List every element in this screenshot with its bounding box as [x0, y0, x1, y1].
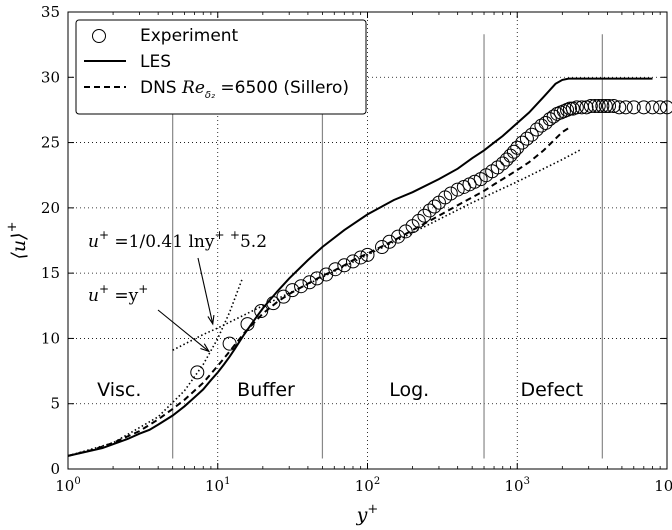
experiment-point [602, 99, 617, 114]
experiment-point [645, 100, 660, 115]
experiment-point [606, 99, 621, 114]
legend: Experiment LES DNS Reδ₂ =6500 (Sillero) [75, 19, 367, 115]
experiment-point [519, 131, 534, 146]
annotation-text: u+ =1/0.41 lny+ +5.2 [88, 228, 267, 252]
experiment-point [626, 100, 641, 115]
experiment-point [302, 275, 317, 290]
experiment-point [294, 279, 309, 294]
y-tick-label: 15 [41, 264, 60, 282]
axis-ticks: 100 101 102 103 104 0 5 10 15 20 25 30 35 [41, 3, 672, 495]
experiment-point [450, 182, 465, 197]
x-tick-label: 103 [505, 476, 530, 495]
annotation-arrow [197, 257, 214, 325]
experiment-point [422, 203, 437, 218]
legend-label: Experiment [140, 26, 239, 46]
annotations: u+ =1/0.41 lny+ +5.2 u+ =y+ [88, 228, 267, 353]
experiment-point [569, 100, 584, 115]
y-axis-label: ⟨u⟩+ [5, 222, 30, 260]
y-tick-label: 35 [41, 3, 60, 21]
experiment-point [417, 208, 432, 223]
experiment-point [560, 102, 575, 117]
y-tick-label: 10 [41, 329, 60, 347]
experiment-point [319, 267, 334, 282]
series-group [67, 77, 672, 457]
experiment-point [612, 100, 627, 115]
series-reference-line [67, 279, 243, 457]
experiment-point [254, 304, 269, 319]
legend-box [75, 19, 367, 115]
experiment-point [411, 213, 426, 228]
region-label: Defect [520, 379, 583, 401]
experiment-point [598, 99, 613, 114]
experiment-point [595, 99, 610, 114]
experiment-point [524, 127, 539, 142]
experiment-point [515, 135, 530, 150]
x-tick-label: 104 [654, 476, 672, 495]
region-label: Visc. [97, 379, 141, 401]
annotation-text: u+ =y+ [88, 282, 148, 306]
experiment-point [538, 115, 553, 130]
experiment-point [562, 101, 577, 116]
legend-marker-circle [92, 29, 106, 43]
annotation-arrow [157, 309, 210, 352]
region-label: Buffer [237, 379, 295, 401]
legend-label: DNS Reδ₂ =6500 (Sillero) [140, 78, 349, 101]
series-dns-line [67, 127, 570, 457]
experiment-point [546, 109, 561, 124]
experiment-point [375, 240, 390, 255]
region-label: Log. [389, 379, 429, 401]
experiment-point [222, 336, 237, 351]
experiment-point [353, 250, 368, 265]
y-tick-label: 5 [50, 395, 60, 413]
x-tick-label: 101 [205, 476, 230, 495]
series-reference-line [172, 148, 583, 351]
experiment-point [587, 99, 602, 114]
experiment-point [583, 99, 598, 114]
experiment-point [391, 229, 406, 244]
experiment-point [495, 156, 510, 171]
experiment-point [309, 271, 324, 286]
experiment-point [510, 140, 525, 155]
y-tick-label: 20 [41, 199, 60, 217]
experiment-point [345, 254, 360, 269]
experiment-point [499, 152, 514, 167]
x-tick-label: 100 [55, 476, 80, 495]
annotation-arrowhead [200, 343, 211, 353]
experiment-point [328, 262, 343, 277]
experiment-point [618, 100, 633, 115]
y-tick-label: 30 [41, 68, 60, 86]
experiment-point [360, 247, 375, 262]
y-tick-label: 25 [41, 134, 60, 152]
x-tick-label: 102 [355, 476, 380, 495]
experiment-point [190, 365, 205, 380]
region-labels: Visc. Buffer Log. Defect [97, 379, 583, 401]
x-axis-label: y+ [356, 502, 379, 526]
experiment-point [506, 144, 521, 159]
experiment-point [542, 112, 557, 127]
experiment-point [591, 99, 606, 114]
y-tick-label: 0 [50, 460, 60, 478]
experiment-point [427, 199, 442, 214]
series-les-line [67, 77, 653, 457]
experiment-point [490, 160, 505, 175]
experiment-point [467, 174, 482, 189]
annotation-arrowhead [207, 314, 215, 326]
experiment-point [337, 258, 352, 273]
experiment-point [503, 148, 518, 163]
experiment-point [636, 100, 651, 115]
experiment-point [443, 186, 458, 201]
legend-label: LES [140, 52, 171, 72]
experiment-point [285, 283, 300, 298]
